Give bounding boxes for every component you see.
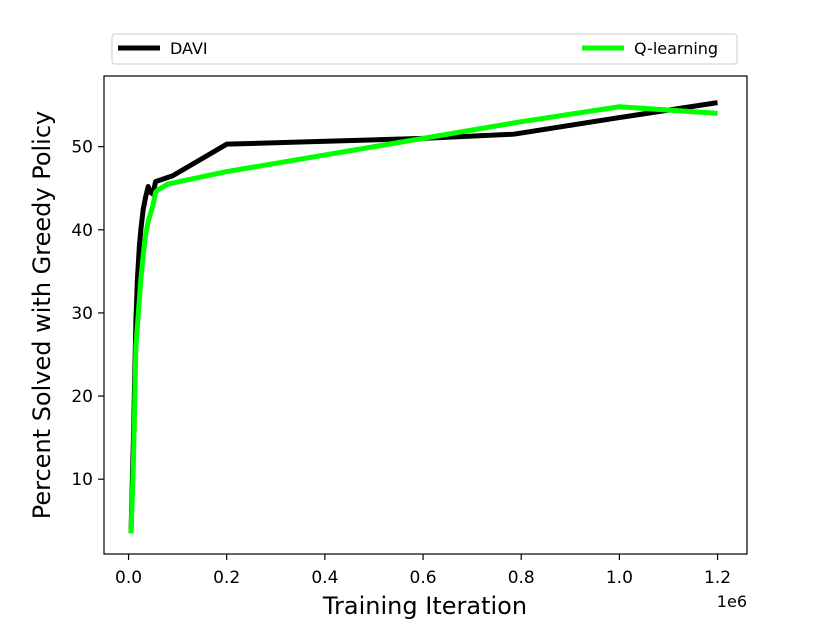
x-axis-label: Training Iteration [322, 592, 527, 620]
series-line-q-learning [128, 104, 718, 534]
x-tick-label: 0.8 [508, 568, 535, 588]
x-tick-label: 0.2 [213, 568, 240, 588]
legend-box [111, 33, 738, 65]
y-tick-label: 30 [71, 304, 93, 324]
x-tick-label: 0.4 [311, 568, 338, 588]
series-group [128, 100, 718, 534]
x-axis-ticks: 0.0 0.2 0.4 0.6 0.8 1.0 1.2 [115, 554, 731, 588]
y-tick-label: 20 [71, 387, 93, 407]
plot-area-frame [103, 75, 748, 555]
legend-label-q-learning: Q-learning [634, 39, 718, 58]
y-tick-label: 50 [71, 138, 93, 158]
y-tick-label: 10 [71, 470, 93, 490]
x-tick-label: 0.6 [410, 568, 437, 588]
x-tick-label: 0.0 [115, 568, 142, 588]
legend: DAVI Q-learning [111, 33, 738, 65]
y-axis-ticks: 10 20 30 40 50 [71, 138, 104, 490]
y-tick-label: 40 [71, 221, 93, 241]
legend-label-davi: DAVI [170, 39, 208, 58]
x-tick-label: 1.0 [606, 568, 633, 588]
series-line-davi [128, 100, 718, 534]
y-axis-label: Percent Solved with Greedy Policy [28, 111, 56, 519]
x-axis-offset-label: 1e6 [717, 592, 747, 611]
x-tick-label: 1.2 [704, 568, 731, 588]
